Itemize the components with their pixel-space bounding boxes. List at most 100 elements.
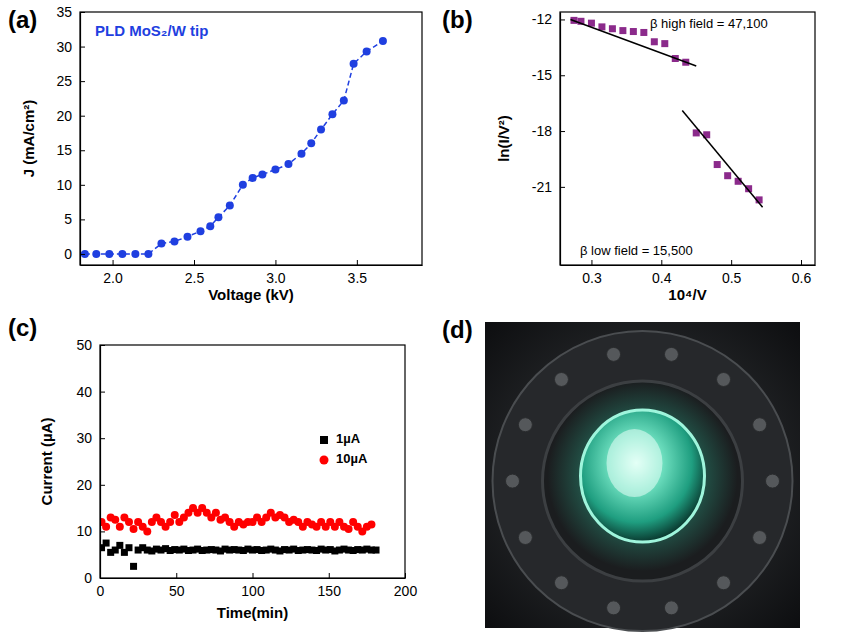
- data-point: [170, 237, 178, 245]
- legend-entry: 10µA: [320, 451, 368, 466]
- plot-area: [100, 504, 380, 570]
- y-axis-tick: 40: [76, 384, 105, 400]
- x-axis-tick-mark: [731, 260, 732, 265]
- data-point: [92, 250, 100, 258]
- y-axis-tick-mark: [80, 254, 85, 255]
- photo-bolt: [753, 418, 767, 432]
- data-point: [345, 525, 353, 533]
- data-point: [379, 37, 387, 45]
- x-axis-tick-label: 100: [241, 583, 265, 599]
- photo-bolt: [607, 347, 621, 361]
- y-axis-tick-label: 30: [76, 430, 92, 446]
- photo-bolt: [717, 372, 731, 386]
- x-axis-tick-mark: [329, 573, 330, 578]
- y-axis-tick: 0: [84, 570, 105, 586]
- photo-bolt: [753, 531, 767, 545]
- data-point: [102, 523, 110, 531]
- y-axis-tick-label: -12: [532, 11, 552, 27]
- legend-marker: [320, 456, 329, 465]
- y-axis-tick-label: 0: [84, 570, 92, 586]
- x-axis-tick-label: 200: [394, 583, 418, 599]
- data-point: [143, 527, 151, 535]
- x-axis-tick-label: 0: [97, 583, 105, 599]
- y-axis-tick: -18: [532, 123, 565, 139]
- series-line: [85, 41, 383, 254]
- y-axis-tick-label: -18: [532, 123, 552, 139]
- x-axis-tick: 50: [169, 573, 185, 599]
- x-axis-tick: 0.4: [652, 260, 672, 286]
- y-axis: 0 10 20 30 40 50: [76, 337, 105, 586]
- annotation: β high field = 47,100: [650, 16, 768, 31]
- x-axis-tick-label: 0.4: [652, 270, 672, 286]
- x-axis-tick-mark: [275, 260, 276, 265]
- y-axis-tick-label: 20: [76, 477, 92, 493]
- y-axis-tick: 20: [76, 477, 105, 493]
- y-axis-title: ln(I/V²): [495, 115, 512, 162]
- panel: 0.30.40.50.6-12-15-18-2110⁴/Vln(I/V²)(b)…: [442, 6, 816, 303]
- plot-area: [81, 37, 387, 258]
- y-axis-tick-mark: [100, 438, 105, 439]
- y-axis-tick-label: 15: [56, 142, 72, 158]
- data-point: [284, 160, 292, 168]
- y-axis-tick-label: 0: [64, 246, 72, 262]
- y-axis-tick: 30: [76, 430, 105, 446]
- data-point: [328, 110, 336, 118]
- x-axis-tick-mark: [357, 260, 358, 265]
- data-point: [157, 240, 165, 248]
- y-axis-title: J (mA/cm²): [20, 100, 37, 178]
- data-point: [714, 161, 721, 168]
- data-point: [81, 250, 89, 258]
- data-point: [271, 166, 279, 174]
- photo-bolt: [518, 418, 532, 432]
- data-point: [125, 544, 132, 551]
- y-axis-tick-label: 40: [76, 384, 92, 400]
- data-point: [166, 518, 174, 526]
- y-axis-tick-label: 5: [64, 211, 72, 227]
- panel-letter: (a): [8, 6, 37, 33]
- x-axis-tick-label: 0.3: [582, 270, 602, 286]
- y-axis-tick: 0: [64, 246, 85, 262]
- legend: 1µA 10µA: [320, 431, 368, 466]
- photo-bolt: [506, 474, 520, 488]
- data-point: [130, 563, 137, 570]
- annotation: PLD MoS₂/W tip: [95, 22, 208, 39]
- data-point: [258, 170, 266, 178]
- data-point: [651, 38, 658, 45]
- panel-letter: (c): [8, 314, 37, 341]
- data-point: [214, 213, 222, 221]
- data-point: [340, 96, 348, 104]
- photo-screen: [581, 410, 705, 542]
- x-axis-tick-label: 2.5: [185, 270, 205, 286]
- x-axis-tick: 0.6: [792, 260, 812, 286]
- data-point: [363, 47, 371, 55]
- data-point: [609, 25, 616, 32]
- y-axis-tick-mark: [80, 12, 85, 13]
- data-point: [116, 542, 123, 549]
- panel-letter: (b): [442, 6, 473, 33]
- y-axis-tick: -21: [532, 179, 565, 195]
- plot-frame: [560, 12, 815, 265]
- x-axis-tick-label: 3.0: [266, 270, 286, 286]
- y-axis-tick-mark: [80, 219, 85, 220]
- photo-panel: (d): [442, 316, 800, 631]
- y-axis-tick-label: 50: [76, 337, 92, 353]
- photo-halo: [548, 381, 738, 571]
- data-point: [226, 202, 234, 210]
- y-axis-tick: 30: [56, 39, 85, 55]
- x-axis-tick: 150: [318, 573, 342, 599]
- legend-label: 1µA: [336, 431, 361, 446]
- data-point: [297, 150, 305, 158]
- data-point: [130, 525, 138, 533]
- data-point: [197, 227, 205, 235]
- x-axis-tick: 2.5: [185, 260, 205, 286]
- x-axis-tick-label: 150: [318, 583, 342, 599]
- x-axis-tick-mark: [253, 573, 254, 578]
- y-axis-tick: 50: [76, 337, 105, 353]
- data-point: [212, 509, 220, 517]
- data-point: [116, 523, 124, 531]
- photo-bolt: [717, 576, 731, 590]
- x-axis-title: 10⁴/V: [668, 286, 706, 303]
- y-axis-tick-label: 10: [76, 523, 92, 539]
- data-point: [317, 126, 325, 134]
- y-axis-line: [80, 13, 81, 266]
